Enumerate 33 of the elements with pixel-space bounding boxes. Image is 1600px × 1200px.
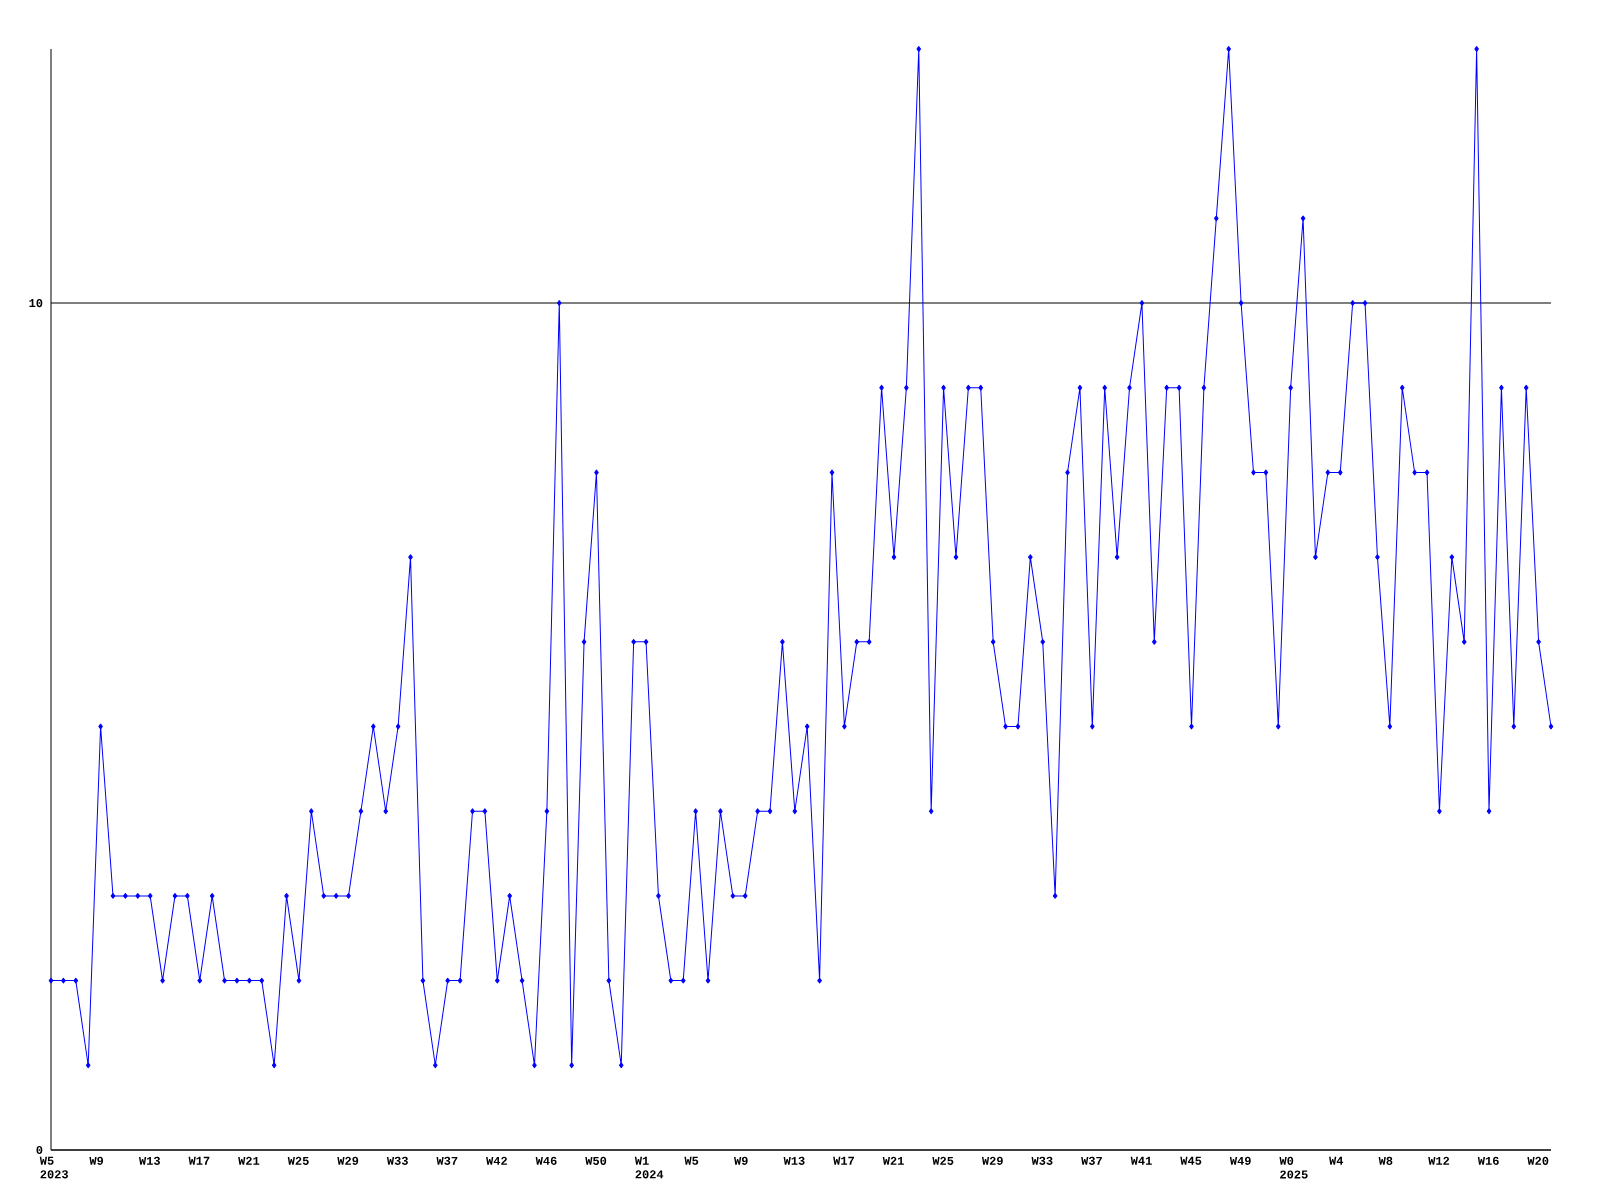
x-tick-label: W46 xyxy=(535,1156,557,1165)
x-tick-label: W13 xyxy=(783,1156,805,1165)
x-tick-label: W37 xyxy=(1081,1156,1102,1165)
x-tick-label: W5 2023 xyxy=(39,1156,68,1179)
x-tick-label: W16 xyxy=(1477,1156,1499,1165)
x-tick-label: W21 xyxy=(238,1156,260,1165)
y-tick-label: 10 xyxy=(29,299,43,308)
x-tick-label: W1 2024 xyxy=(634,1156,664,1179)
x-tick-label: W49 xyxy=(1229,1156,1251,1165)
x-tick-label: W33 xyxy=(1031,1156,1053,1165)
x-tick-label: W5 xyxy=(684,1156,699,1165)
x-tick-label: W4 xyxy=(1329,1156,1344,1165)
x-tick-label: W29 xyxy=(981,1156,1003,1165)
x-tick-label: W9 xyxy=(734,1156,748,1165)
x-tick-label: W12 xyxy=(1428,1156,1450,1165)
x-tick-label: W25 xyxy=(932,1156,954,1165)
x-tick-label: W45 xyxy=(1180,1156,1202,1165)
x-tick-label: W41 xyxy=(1130,1156,1152,1165)
x-tick-label: W0 2025 xyxy=(1279,1156,1308,1179)
x-tick-label: W13 xyxy=(138,1156,160,1165)
y-tick-label: 0 xyxy=(36,1145,43,1155)
x-tick-label: W21 xyxy=(882,1156,904,1165)
x-tick-label: W25 xyxy=(287,1156,309,1165)
x-tick-label: W37 xyxy=(436,1156,458,1165)
x-tick-label: W42 xyxy=(486,1156,507,1165)
x-tick-label: W50 xyxy=(585,1156,607,1165)
x-tick-label: W17 xyxy=(833,1156,854,1165)
x-tick-label: W29 xyxy=(337,1156,359,1165)
x-tick-label: W9 xyxy=(89,1156,104,1165)
x-tick-label: W20 xyxy=(1527,1156,1549,1165)
x-tick-label: W8 xyxy=(1378,1156,1393,1165)
x-tick-label: W33 xyxy=(386,1156,408,1165)
x-tick-label: W17 xyxy=(188,1156,210,1165)
